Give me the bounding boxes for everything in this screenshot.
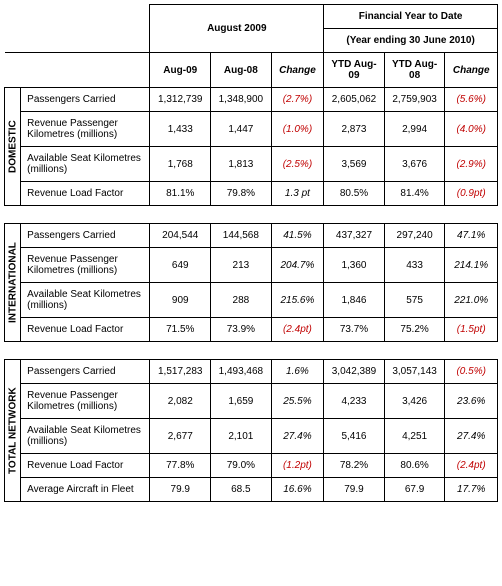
table-row: Revenue Passenger Kilometres (millions) … [5,384,498,419]
table-row: Average Aircraft in Fleet 79.9 68.5 16.6… [5,478,498,502]
table-row: TOTAL NETWORK Passengers Carried 1,517,2… [5,360,498,384]
col-aug09: Aug-09 [150,53,211,88]
section-label-domestic: DOMESTIC [5,88,21,206]
section-label-total: TOTAL NETWORK [5,360,21,502]
table-row: Revenue Passenger Kilometres (millions) … [5,112,498,147]
ytd-group-header-1: Financial Year to Date [324,5,498,29]
table-row: Revenue Load Factor 81.1% 79.8% 1.3 pt 8… [5,182,498,206]
table-row: Revenue Load Factor 77.8% 79.0% (1.2pt) … [5,454,498,478]
col-ytd09: YTD Aug-09 [324,53,385,88]
table-row: Available Seat Kilometres (millions) 2,6… [5,419,498,454]
month-group-header: August 2009 [150,5,324,53]
col-aug08: Aug-08 [211,53,272,88]
row-label: Passengers Carried [21,88,150,112]
table-row: Revenue Passenger Kilometres (millions) … [5,248,498,283]
table-row: Available Seat Kilometres (millions) 909… [5,283,498,318]
header-cols-row: Aug-09 Aug-08 Change YTD Aug-09 YTD Aug-… [5,53,498,88]
ytd-group-header-2: (Year ending 30 June 2010) [324,29,498,53]
table-row: DOMESTIC Passengers Carried 1,312,739 1,… [5,88,498,112]
col-ytd08: YTD Aug-08 [384,53,445,88]
table-row: Revenue Load Factor 71.5% 73.9% (2.4pt) … [5,318,498,342]
stats-table: August 2009 Financial Year to Date (Year… [4,4,498,502]
col-change-ytd: Change [445,53,498,88]
table-row: Available Seat Kilometres (millions) 1,7… [5,147,498,182]
header-group-row: August 2009 Financial Year to Date [5,5,498,29]
section-label-international: INTERNATIONAL [5,224,21,342]
table-row: INTERNATIONAL Passengers Carried 204,544… [5,224,498,248]
col-change-month: Change [271,53,324,88]
